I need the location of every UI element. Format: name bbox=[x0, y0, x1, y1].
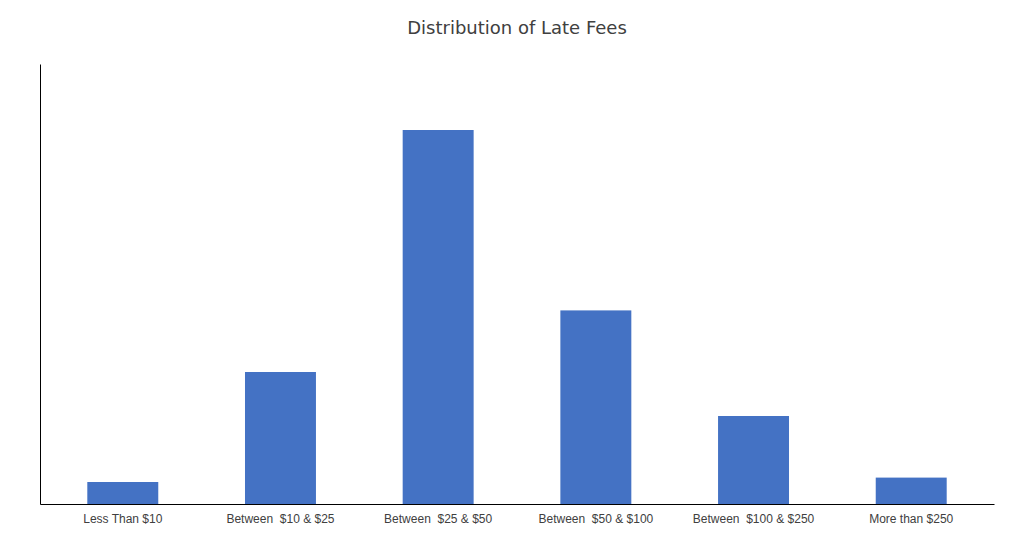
x-tick-label: Between $25 & $50 bbox=[384, 512, 492, 526]
x-tick: Between $50 & $100 bbox=[538, 504, 653, 526]
x-tick: Between $100 & $250 bbox=[693, 504, 815, 526]
bar bbox=[245, 372, 316, 504]
plot-area: Less Than $10 Between $10 & $25 Between $2… bbox=[41, 65, 995, 526]
chart-title: Distribution of Late Fees bbox=[407, 17, 627, 38]
bar bbox=[403, 130, 474, 504]
x-tick-label: Between $10 & $25 bbox=[226, 512, 334, 526]
x-tick-label: Between $100 & $250 bbox=[693, 512, 815, 526]
bar bbox=[876, 478, 947, 504]
x-tick: Between $10 & $25 bbox=[226, 504, 334, 526]
x-tick: Between $25 & $50 bbox=[384, 504, 492, 526]
chart-svg: Less Than $10 Between $10 & $25 Between $2… bbox=[0, 0, 1024, 554]
bar bbox=[87, 482, 158, 504]
bar bbox=[718, 416, 789, 504]
x-tick: Less Than $10 bbox=[83, 504, 162, 526]
x-tick-label: More than $250 bbox=[869, 512, 953, 526]
bars bbox=[87, 130, 946, 504]
x-axis: Less Than $10 Between $10 & $25 Between $2… bbox=[41, 504, 995, 526]
x-axis-line bbox=[41, 504, 995, 505]
y-axis-line bbox=[40, 65, 41, 505]
x-tick-label: Between $50 & $100 bbox=[538, 512, 653, 526]
x-tick-label: Less Than $10 bbox=[83, 512, 162, 526]
bar bbox=[560, 310, 631, 504]
y-axis bbox=[40, 65, 41, 505]
x-tick: More than $250 bbox=[869, 504, 953, 526]
